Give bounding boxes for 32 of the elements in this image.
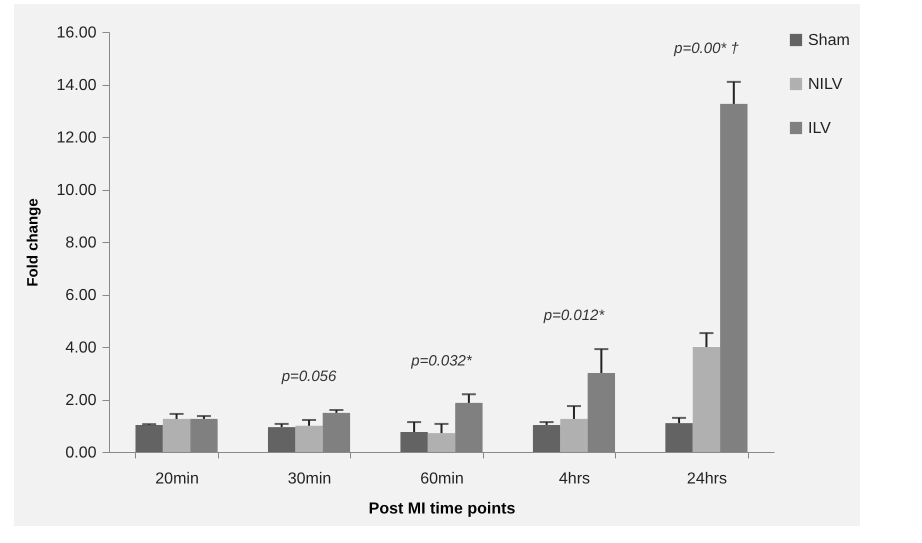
- bar: [268, 427, 296, 452]
- y-tick-label: 6.00: [65, 287, 97, 304]
- legend-label: Sham: [808, 32, 850, 49]
- bar: [162, 418, 190, 452]
- x-axis-title: Post MI time points: [368, 500, 516, 518]
- annotation: p=0.056: [280, 368, 338, 385]
- y-tick-label: 16.00: [56, 24, 97, 42]
- bar: [692, 347, 720, 452]
- y-tick-label: 14.00: [56, 77, 97, 94]
- x-tick-label: 20min: [155, 470, 199, 488]
- y-tick-label: 10.00: [56, 182, 97, 199]
- annotation: p=0.012*: [542, 307, 606, 324]
- x-tick-label: 4hrs: [558, 470, 590, 488]
- bar: [295, 426, 323, 452]
- y-tick-label: 0.00: [65, 444, 97, 462]
- legend-label: NILV: [808, 76, 843, 93]
- x-tick-label: 30min: [288, 470, 332, 488]
- legend-label: ILV: [808, 120, 832, 137]
- y-tick-label: 12.00: [56, 130, 97, 146]
- bar: [400, 432, 428, 452]
- annotation: p=0.032*: [410, 352, 473, 370]
- annotation: p=0.00* †: [673, 40, 740, 57]
- y-axis-title: Fold change: [24, 198, 42, 287]
- bar: [665, 423, 693, 452]
- y-tick-label: 8.00: [65, 234, 97, 252]
- x-tick-label: 24hrs: [686, 470, 727, 488]
- y-tick-label: 2.00: [65, 392, 97, 409]
- bar: [135, 424, 163, 452]
- bar: [560, 418, 588, 452]
- bar: [428, 433, 456, 452]
- x-tick-label: 60min: [420, 470, 464, 488]
- y-tick-label: 4.00: [65, 340, 97, 356]
